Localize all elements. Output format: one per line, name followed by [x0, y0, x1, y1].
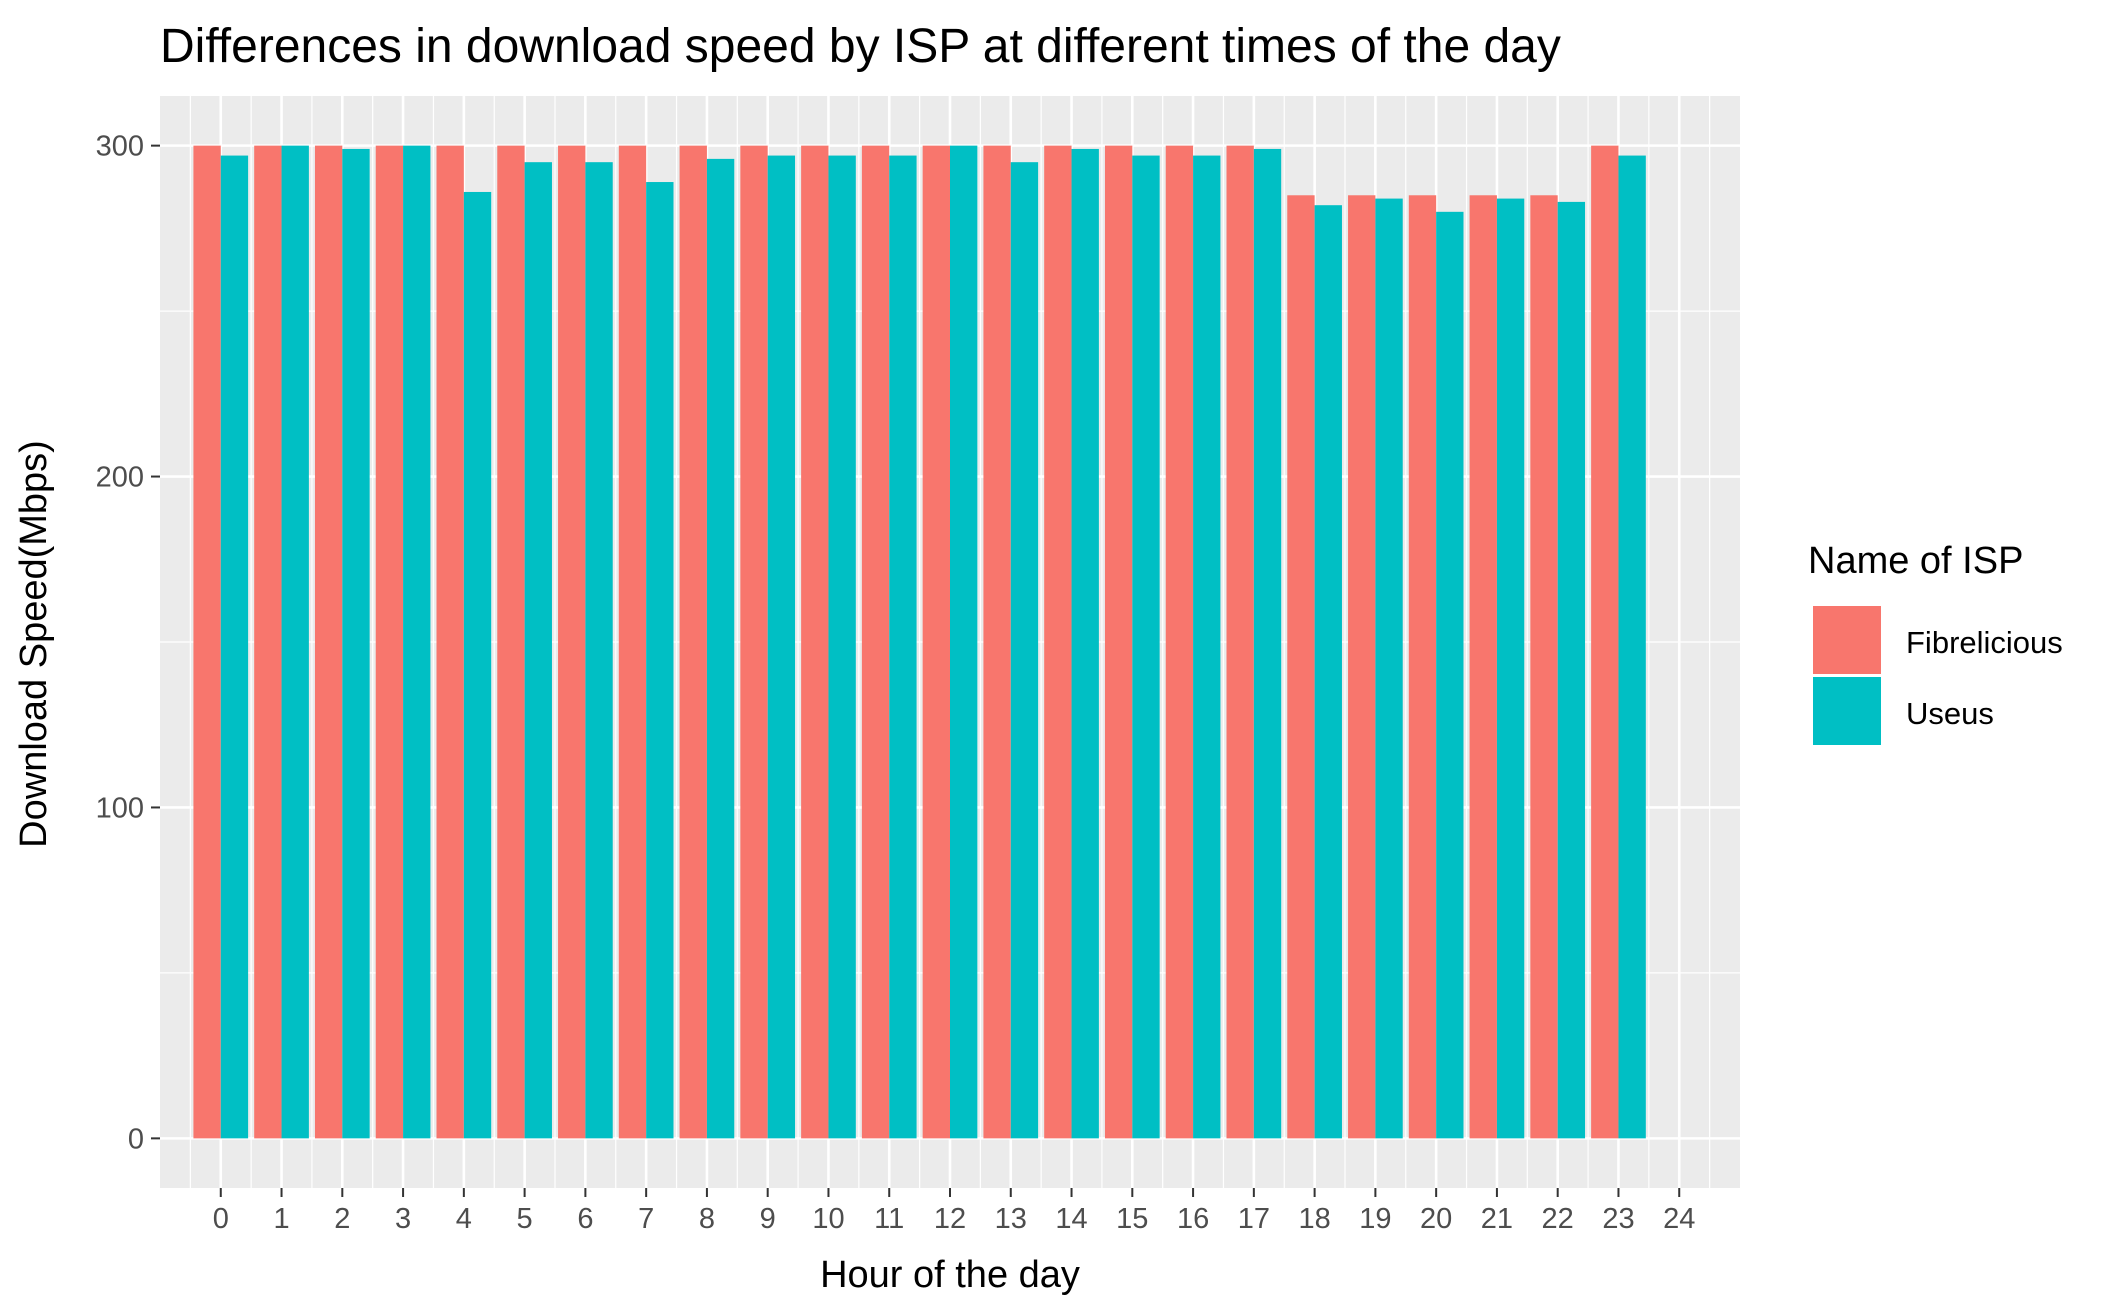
x-tick-label: 19	[1359, 1203, 1391, 1235]
x-tick-label: 6	[577, 1203, 593, 1235]
x-tick-label: 13	[995, 1203, 1027, 1235]
bar-fibrelicious-hour-22	[1530, 195, 1558, 1139]
bar-useus-hour-1	[281, 145, 309, 1139]
x-tick-label: 17	[1238, 1203, 1270, 1235]
legend-key-fibrelicious	[1811, 604, 1883, 676]
bar-fibrelicious-hour-8	[679, 145, 707, 1139]
x-tick-label: 15	[1116, 1203, 1148, 1235]
y-axis-title: Download Speed(Mbps)	[13, 440, 55, 848]
legend-label-useus: Useus	[1906, 696, 1994, 731]
legend: Name of ISP Fibrelicious Useus	[1808, 540, 2063, 747]
bar-fibrelicious-hour-0	[193, 145, 221, 1139]
x-tick-label: 5	[517, 1203, 533, 1235]
x-tick-label: 21	[1481, 1203, 1513, 1235]
legend-key-useus	[1811, 675, 1883, 747]
y-tick-label: 0	[128, 1123, 144, 1155]
legend-label-fibrelicious: Fibrelicious	[1906, 625, 2063, 660]
bar-useus-hour-12	[950, 145, 978, 1139]
bar-fibrelicious-hour-6	[558, 145, 586, 1139]
bar-useus-hour-19	[1375, 198, 1403, 1139]
bar-fibrelicious-hour-2	[314, 145, 343, 1139]
bar-useus-hour-3	[403, 145, 431, 1139]
bar-useus-hour-18	[1314, 205, 1342, 1139]
bar-fibrelicious-hour-18	[1287, 195, 1315, 1139]
bar-useus-hour-17	[1253, 148, 1282, 1139]
x-tick-label: 23	[1602, 1203, 1634, 1235]
bar-useus-hour-20	[1436, 211, 1464, 1139]
y-tick-label: 200	[96, 462, 144, 494]
bar-fibrelicious-hour-21	[1469, 195, 1497, 1139]
x-tick-label: 11	[874, 1203, 904, 1235]
bar-fibrelicious-hour-1	[254, 145, 282, 1139]
bar-useus-hour-5	[524, 162, 552, 1139]
x-tick-label: 20	[1420, 1203, 1452, 1235]
x-tick-label: 4	[456, 1203, 472, 1235]
bar-fibrelicious-hour-11	[861, 145, 890, 1139]
bar-fibrelicious-hour-9	[740, 145, 768, 1139]
bar-fibrelicious-hour-23	[1591, 145, 1619, 1139]
x-tick-label: 10	[812, 1203, 844, 1235]
bar-useus-hour-0	[220, 155, 249, 1139]
x-tick-label: 1	[273, 1203, 289, 1235]
bar-fibrelicious-hour-12	[922, 145, 950, 1139]
bar-useus-hour-21	[1496, 198, 1525, 1139]
bar-fibrelicious-hour-20	[1408, 195, 1437, 1139]
bar-useus-hour-9	[767, 155, 796, 1139]
bar-useus-hour-15	[1132, 155, 1160, 1139]
x-tick-label: 14	[1055, 1203, 1087, 1235]
y-tick-label: 100	[96, 792, 144, 824]
bar-useus-hour-10	[828, 155, 856, 1139]
x-tick-label: 22	[1542, 1203, 1574, 1235]
x-tick-label: 16	[1177, 1203, 1209, 1235]
bar-fibrelicious-hour-17	[1226, 145, 1254, 1139]
x-tick-label: 3	[395, 1203, 411, 1235]
bar-useus-hour-7	[646, 182, 674, 1139]
bar-useus-hour-22	[1557, 201, 1586, 1139]
bars	[193, 145, 1646, 1139]
x-tick-label: 18	[1298, 1203, 1330, 1235]
bar-useus-hour-8	[706, 158, 735, 1139]
bar-fibrelicious-hour-7	[618, 145, 647, 1139]
bar-useus-hour-6	[585, 162, 613, 1139]
x-tick-label: 12	[934, 1203, 966, 1235]
bar-useus-hour-13	[1010, 162, 1039, 1139]
bar-fibrelicious-hour-5	[497, 145, 525, 1139]
bar-useus-hour-2	[342, 148, 370, 1139]
x-tick-label: 7	[638, 1203, 654, 1235]
bar-useus-hour-14	[1071, 148, 1099, 1139]
bar-useus-hour-23	[1618, 155, 1646, 1139]
bar-useus-hour-16	[1193, 155, 1221, 1139]
x-axis: 0 1 2 3 4 5 6 7 8 9 10 11 12 13 14 15 16 17 18 19 20 21 22 23 24	[213, 1188, 1695, 1235]
y-tick-label: 300	[96, 131, 144, 163]
bar-useus-hour-4	[463, 191, 492, 1139]
bar-fibrelicious-hour-10	[801, 145, 829, 1139]
x-tick-label: 2	[334, 1203, 350, 1235]
x-tick-label: 0	[213, 1203, 229, 1235]
x-tick-label: 24	[1663, 1203, 1695, 1235]
legend-title: Name of ISP	[1808, 540, 2023, 582]
x-tick-label: 8	[699, 1203, 715, 1235]
bar-fibrelicious-hour-14	[1044, 145, 1072, 1139]
chart-title: Differences in download speed by ISP at …	[160, 20, 1561, 73]
bar-useus-hour-11	[889, 155, 917, 1139]
bar-fibrelicious-hour-19	[1348, 195, 1376, 1139]
x-axis-title: Hour of the day	[820, 1254, 1080, 1296]
x-tick-label: 9	[760, 1203, 776, 1235]
bar-fibrelicious-hour-15	[1104, 145, 1133, 1139]
bar-fibrelicious-hour-13	[983, 145, 1011, 1139]
bar-fibrelicious-hour-16	[1165, 145, 1194, 1139]
bar-fibrelicious-hour-3	[375, 145, 404, 1139]
y-axis: 0 100 200 300	[96, 131, 160, 1155]
bar-fibrelicious-hour-4	[436, 145, 464, 1139]
